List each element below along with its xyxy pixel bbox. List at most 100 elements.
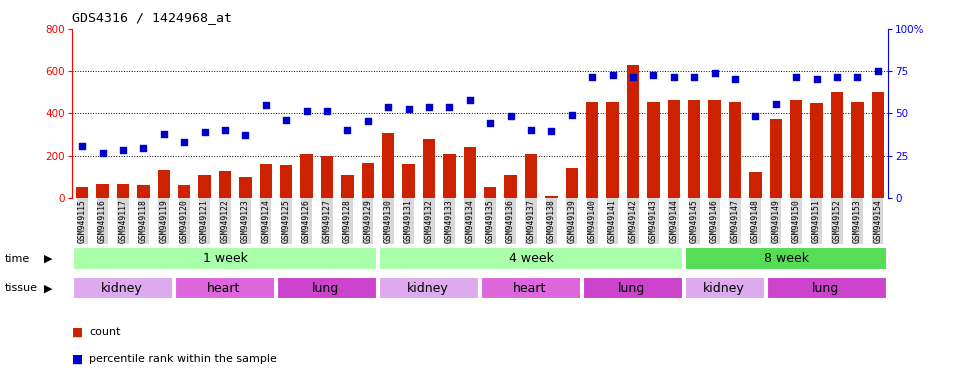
Bar [321, 156, 333, 198]
Point [483, 120, 498, 126]
Point [748, 113, 763, 119]
Point [707, 70, 722, 76]
Text: tissue: tissue [5, 283, 37, 293]
Point [278, 116, 294, 122]
Point [543, 128, 559, 134]
Bar [481, 277, 581, 299]
Bar [277, 277, 377, 299]
Point [686, 74, 702, 80]
Bar [525, 154, 538, 198]
Point [75, 143, 90, 149]
Text: kidney: kidney [703, 282, 745, 295]
Point [646, 72, 661, 78]
Point [523, 127, 539, 133]
Point [442, 104, 457, 110]
Point [360, 118, 375, 124]
Text: heart: heart [514, 282, 546, 295]
Bar [117, 184, 129, 198]
Point [135, 145, 151, 151]
Point [870, 68, 885, 74]
Bar [586, 102, 598, 198]
Point [850, 74, 865, 80]
Bar [300, 154, 313, 198]
Point [238, 132, 253, 139]
Text: kidney: kidney [407, 282, 449, 295]
Point [340, 127, 355, 133]
Bar [852, 102, 864, 198]
Bar [178, 185, 190, 198]
Bar [790, 99, 803, 198]
Text: ■: ■ [72, 353, 84, 366]
Bar [73, 248, 377, 270]
Point [605, 72, 620, 78]
Text: lung: lung [812, 282, 839, 295]
Text: heart: heart [207, 282, 241, 295]
Bar [607, 102, 619, 198]
Point [503, 113, 518, 119]
Text: ▶: ▶ [44, 283, 52, 293]
Text: ■: ■ [72, 326, 84, 339]
Point [829, 74, 845, 80]
Point [217, 127, 232, 133]
Point [197, 129, 212, 135]
Point [258, 102, 274, 108]
Bar [505, 174, 516, 198]
Bar [750, 172, 761, 198]
Point [809, 76, 825, 83]
Text: count: count [89, 327, 121, 337]
Point [462, 96, 477, 103]
Point [401, 106, 417, 112]
Point [320, 108, 335, 114]
Point [585, 74, 600, 80]
Bar [685, 248, 887, 270]
Text: 4 week: 4 week [509, 252, 553, 265]
Bar [137, 185, 150, 198]
Point [156, 131, 172, 137]
Bar [484, 187, 496, 198]
Text: lung: lung [312, 282, 340, 295]
Text: time: time [5, 253, 30, 264]
Bar [402, 164, 415, 198]
Bar [175, 277, 275, 299]
Point [421, 104, 437, 110]
Bar [157, 170, 170, 198]
Bar [688, 99, 701, 198]
Bar [767, 277, 887, 299]
Point [95, 150, 110, 156]
Bar [444, 154, 455, 198]
Bar [627, 65, 639, 198]
Bar [422, 139, 435, 198]
Bar [464, 147, 476, 198]
Bar [830, 92, 843, 198]
Text: percentile rank within the sample: percentile rank within the sample [89, 354, 277, 364]
Bar [545, 196, 558, 198]
Bar [199, 174, 211, 198]
Point [115, 147, 131, 153]
Bar [280, 165, 292, 198]
Bar [382, 133, 395, 198]
Point [625, 74, 640, 80]
Bar [667, 99, 680, 198]
Bar [379, 277, 479, 299]
Text: 8 week: 8 week [763, 252, 808, 265]
Text: 1 week: 1 week [203, 252, 248, 265]
Bar [219, 171, 231, 198]
Point [177, 139, 192, 145]
Point [728, 76, 743, 83]
Bar [76, 187, 88, 198]
Bar [770, 119, 782, 198]
Point [666, 74, 682, 80]
Bar [362, 163, 373, 198]
Bar [239, 177, 252, 198]
Text: GDS4316 / 1424968_at: GDS4316 / 1424968_at [72, 12, 232, 25]
Point [788, 74, 804, 80]
Bar [342, 174, 353, 198]
Point [299, 108, 314, 114]
Text: kidney: kidney [101, 282, 143, 295]
Bar [872, 92, 884, 198]
Bar [647, 102, 660, 198]
Bar [583, 277, 683, 299]
Point [380, 104, 396, 110]
Bar [259, 164, 272, 198]
Bar [685, 277, 764, 299]
